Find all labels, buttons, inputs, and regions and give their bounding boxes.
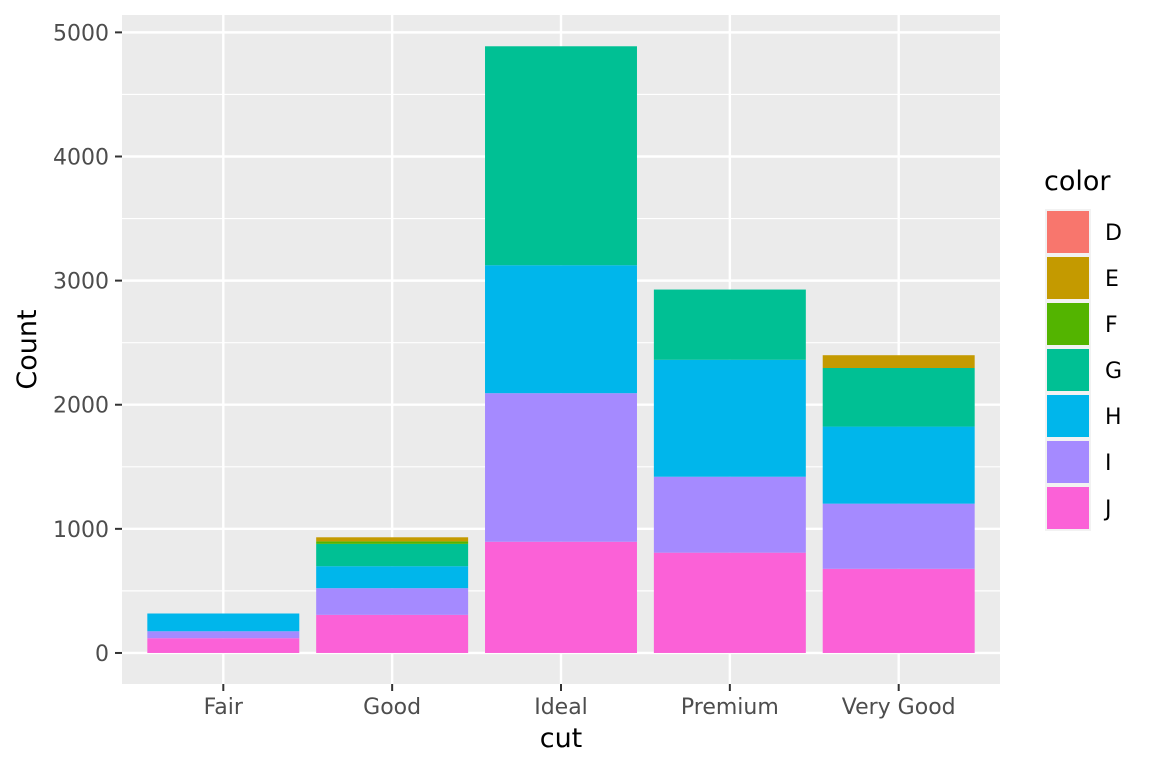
legend-label: J: [1103, 497, 1112, 522]
y-tick-label: 3000: [53, 270, 109, 295]
bar-segment: [316, 543, 469, 567]
y-tick-label: 2000: [53, 394, 109, 419]
bar-segment: [822, 367, 975, 427]
bar-segment: [316, 541, 469, 544]
bar-segment: [316, 537, 469, 542]
bar-segment: [316, 566, 469, 589]
bars-layer: [147, 46, 975, 653]
x-axis-title: cut: [540, 723, 583, 754]
bar-segment: [822, 503, 975, 569]
bar-segment: [653, 476, 806, 553]
legend-label: D: [1105, 221, 1122, 246]
bar-segment: [485, 265, 637, 394]
y-tick-label: 4000: [53, 145, 109, 170]
legend-label: E: [1105, 267, 1119, 292]
legend-label: H: [1105, 405, 1122, 430]
bar-segment: [485, 541, 637, 653]
bar-segment: [822, 355, 975, 368]
legend-label: I: [1105, 451, 1112, 476]
bar-segment: [822, 568, 975, 653]
y-tick-label: 1000: [53, 518, 109, 543]
x-axis: Fair Good Ideal Premium Very Good: [204, 684, 956, 720]
bar-segment: [653, 552, 806, 653]
y-tick-label: 0: [95, 642, 109, 667]
legend-key-f: [1047, 303, 1089, 345]
x-tick-label: Very Good: [842, 695, 956, 720]
bar-segment: [316, 588, 469, 615]
bar-segment: [485, 393, 637, 542]
bar-segment: [653, 359, 806, 477]
y-axis: 0 1000 2000 3000 4000 5000: [53, 21, 122, 667]
bar-segment: [485, 46, 637, 266]
legend-key-g: [1047, 349, 1089, 391]
x-tick-label: Premium: [681, 695, 779, 720]
bar-segment: [653, 289, 806, 360]
x-tick-label: Fair: [204, 695, 244, 720]
x-tick-label: Ideal: [534, 695, 588, 720]
legend-key-h: [1047, 395, 1089, 437]
y-axis-title: Count: [12, 309, 43, 389]
x-tick-label: Good: [363, 695, 421, 720]
legend-label: F: [1105, 313, 1118, 338]
legend-title: color: [1044, 166, 1111, 197]
legend-label: G: [1105, 359, 1122, 384]
legend-key-d: [1047, 211, 1089, 253]
bar-segment: [316, 614, 469, 653]
legend-key-i: [1047, 441, 1089, 483]
y-tick-label: 5000: [53, 21, 109, 46]
bar-segment: [147, 631, 300, 639]
legend-key-e: [1047, 257, 1089, 299]
bar-segment: [147, 613, 300, 632]
bar-segment: [822, 426, 975, 504]
legend-key-j: [1047, 487, 1089, 529]
bar-segment: [147, 638, 300, 653]
